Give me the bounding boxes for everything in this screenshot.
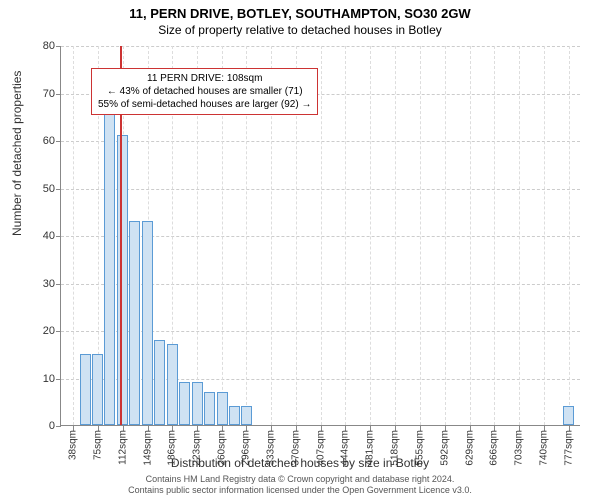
- annotation-line3: 55% of semi-detached houses are larger (…: [98, 98, 311, 111]
- ytick-mark: [56, 46, 61, 47]
- ytick-label: 40: [25, 230, 55, 242]
- gridline-v: [544, 46, 545, 425]
- ytick-label: 80: [25, 40, 55, 52]
- annotation-line2: ← 43% of detached houses are smaller (71…: [98, 85, 311, 98]
- footer-line1: Contains HM Land Registry data © Crown c…: [0, 474, 600, 485]
- histogram-bar: [92, 354, 103, 425]
- ytick-label: 60: [25, 135, 55, 147]
- plot-area: 0102030405060708038sqm75sqm112sqm149sqm1…: [60, 46, 580, 426]
- ytick-mark: [56, 189, 61, 190]
- histogram-bar: [229, 406, 240, 425]
- ytick-label: 0: [25, 420, 55, 432]
- ytick-mark: [56, 284, 61, 285]
- ytick-label: 20: [25, 325, 55, 337]
- histogram-bar: [167, 344, 178, 425]
- annotation-line1: 11 PERN DRIVE: 108sqm: [98, 72, 311, 85]
- ytick-mark: [56, 379, 61, 380]
- plot-outer: 0102030405060708038sqm75sqm112sqm149sqm1…: [60, 46, 580, 426]
- gridline-v: [321, 46, 322, 425]
- histogram-bar: [129, 221, 140, 425]
- ytick-mark: [56, 426, 61, 427]
- histogram-bar: [563, 406, 574, 425]
- x-axis-label: Distribution of detached houses by size …: [0, 456, 600, 470]
- ytick-label: 30: [25, 278, 55, 290]
- gridline-v: [470, 46, 471, 425]
- ytick-mark: [56, 331, 61, 332]
- ytick-mark: [56, 236, 61, 237]
- footer-attribution: Contains HM Land Registry data © Crown c…: [0, 474, 600, 496]
- histogram-bar: [80, 354, 91, 425]
- histogram-bar: [179, 382, 190, 425]
- histogram-bar: [117, 135, 128, 425]
- gridline-v: [519, 46, 520, 425]
- gridline-v: [569, 46, 570, 425]
- ytick-mark: [56, 94, 61, 95]
- footer-line3: Contains public sector information licen…: [0, 485, 600, 496]
- gridline-v: [420, 46, 421, 425]
- histogram-bar: [142, 221, 153, 425]
- chart-title-line1: 11, PERN DRIVE, BOTLEY, SOUTHAMPTON, SO3…: [0, 0, 600, 21]
- chart-container: 11, PERN DRIVE, BOTLEY, SOUTHAMPTON, SO3…: [0, 0, 600, 500]
- histogram-bar: [204, 392, 215, 425]
- annotation-box: 11 PERN DRIVE: 108sqm← 43% of detached h…: [91, 68, 318, 115]
- ytick-label: 10: [25, 373, 55, 385]
- gridline-v: [370, 46, 371, 425]
- gridline-v: [345, 46, 346, 425]
- gridline-v: [73, 46, 74, 425]
- ytick-label: 50: [25, 183, 55, 195]
- histogram-bar: [217, 392, 228, 425]
- histogram-bar: [154, 340, 165, 426]
- gridline-v: [494, 46, 495, 425]
- ytick-mark: [56, 141, 61, 142]
- ytick-label: 70: [25, 88, 55, 100]
- gridline-v: [445, 46, 446, 425]
- histogram-bar: [192, 382, 203, 425]
- histogram-bar: [104, 83, 115, 425]
- chart-title-line2: Size of property relative to detached ho…: [0, 21, 600, 37]
- histogram-bar: [241, 406, 252, 425]
- y-axis-label: Number of detached properties: [10, 71, 24, 236]
- gridline-v: [395, 46, 396, 425]
